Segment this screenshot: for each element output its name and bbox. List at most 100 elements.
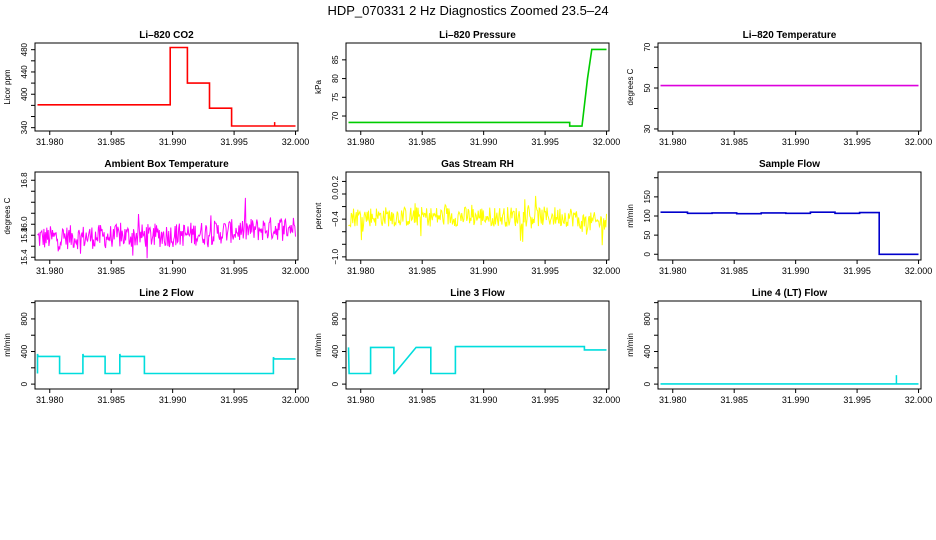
y-tick-label: 480 [20,42,29,56]
x-tick-label: 31.985 [720,266,748,276]
x-tick-label: 31.995 [531,137,559,147]
chart-panel-3: Li–820 Temperature degrees C 31.980 31.985 3… [626,30,932,147]
y-tick-label: 400 [20,87,29,101]
y-tick-label: 150 [643,190,652,204]
y-tick-label: 0.0 [331,188,340,200]
x-tick-label: 31.990 [470,395,498,405]
y-tick-label: 75 [331,92,340,101]
x-tick-label: 31.990 [159,395,187,405]
plot-frame [34,300,299,390]
x-tick-label: 31.990 [782,266,810,276]
y-tick-label: 70 [643,42,652,51]
y-axis-label: ml/min [626,333,635,357]
x-tick-label: 31.995 [220,266,248,276]
plot-frame [345,300,610,390]
y-axis-label: ml/min [3,333,12,357]
x-tick-label: 31.980 [36,137,64,147]
y-tick-label: 80 [331,74,340,83]
plot-frame [34,171,299,261]
y-tick-label: 100 [643,209,652,223]
y-tick-label: 50 [643,83,652,92]
y-tick-label: 16.0 [20,216,29,232]
y-tick-label: 0 [643,381,652,386]
x-tick-label: 32.000 [905,395,933,405]
chart-panel-6: Sample Flow ml/min 31.980 31.985 31.990 31.99… [626,159,932,276]
y-tick-label: 0 [331,381,340,386]
x-tick-label: 31.985 [97,395,125,405]
x-tick-label: 31.985 [97,266,125,276]
x-tick-label: 31.995 [843,266,871,276]
x-tick-label: 31.985 [97,137,125,147]
chart-panel-9: Line 4 (LT) Flow ml/min 31.980 31.985 31.990… [626,288,932,405]
chart-title: Line 3 Flow [450,288,505,299]
plot-frame [657,42,922,132]
plot-frame [345,42,610,132]
x-tick-label: 31.995 [843,395,871,405]
y-axis-label: percent [314,202,323,229]
x-tick-label: 31.985 [408,266,436,276]
x-tick-label: 31.980 [659,266,687,276]
y-tick-label: 800 [643,312,652,326]
x-tick-label: 31.990 [470,137,498,147]
chart-title: Gas Stream RH [441,159,514,170]
y-tick-label: 30 [643,124,652,133]
x-tick-label: 31.980 [659,137,687,147]
y-axis-label: Licor ppm [3,69,12,104]
x-tick-label: 31.990 [782,137,810,147]
y-tick-label: 85 [331,55,340,64]
x-tick-label: 31.990 [782,395,810,405]
x-tick-label: 32.000 [593,137,621,147]
y-tick-label: 15.8 [20,227,29,243]
x-tick-label: 31.995 [220,395,248,405]
x-tick-label: 31.985 [408,137,436,147]
chart-panel-2: Li–820 Pressure kPa 31.980 31.985 31.990 31.9… [314,30,620,147]
chart-panel-1: Li–820 CO2 Licor ppm 31.980 31.985 31.990 31.… [3,30,309,147]
y-axis-label: ml/min [314,333,323,357]
y-tick-label: −0.4 [331,211,340,227]
y-tick-label: 70 [331,111,340,120]
data-series-line [37,197,296,259]
data-series-line [348,195,607,246]
y-tick-label: 15.4 [20,249,29,265]
x-tick-label: 32.000 [593,266,621,276]
x-tick-label: 31.995 [531,266,559,276]
chart-panel-7: Line 2 Flow ml/min 31.980 31.985 31.990 31.99… [3,288,309,405]
y-tick-label: 0.2 [331,175,340,187]
x-tick-label: 31.980 [347,137,375,147]
chart-title: Li–820 Temperature [743,30,837,41]
figure-title: HDP_070331 2 Hz Diagnostics Zoomed 23.5–… [327,3,608,18]
data-series-line [36,353,296,375]
y-tick-label: 440 [20,65,29,79]
y-axis-label: kPa [314,80,323,94]
data-series-line [660,211,919,256]
x-tick-label: 32.000 [905,137,933,147]
x-tick-label: 32.000 [593,395,621,405]
y-tick-label: 0 [20,381,29,386]
y-axis-label: degrees C [3,197,12,234]
y-tick-label: 400 [331,344,340,358]
x-tick-label: 32.000 [282,266,310,276]
plot-frame [657,300,922,390]
y-tick-label: 400 [643,344,652,358]
y-tick-label: 0 [643,251,652,256]
chart-title: Li–820 CO2 [139,30,194,41]
x-tick-label: 31.985 [720,137,748,147]
y-tick-label: 800 [331,312,340,326]
chart-title: Sample Flow [759,159,820,170]
y-tick-label: 50 [643,230,652,239]
chart-title: Li–820 Pressure [439,30,516,41]
plot-frame [345,171,610,261]
data-series-line [348,48,607,127]
x-tick-label: 32.000 [282,137,310,147]
x-tick-label: 31.995 [531,395,559,405]
x-tick-label: 31.995 [843,137,871,147]
x-tick-label: 31.980 [347,266,375,276]
x-tick-label: 31.990 [159,266,187,276]
plot-frame [34,42,299,132]
x-tick-label: 32.000 [905,266,933,276]
x-tick-label: 31.985 [408,395,436,405]
chart-panel-4: Ambient Box Temperature degrees C 31.980 31… [3,159,309,276]
x-tick-label: 31.990 [470,266,498,276]
y-tick-label: 400 [20,344,29,358]
